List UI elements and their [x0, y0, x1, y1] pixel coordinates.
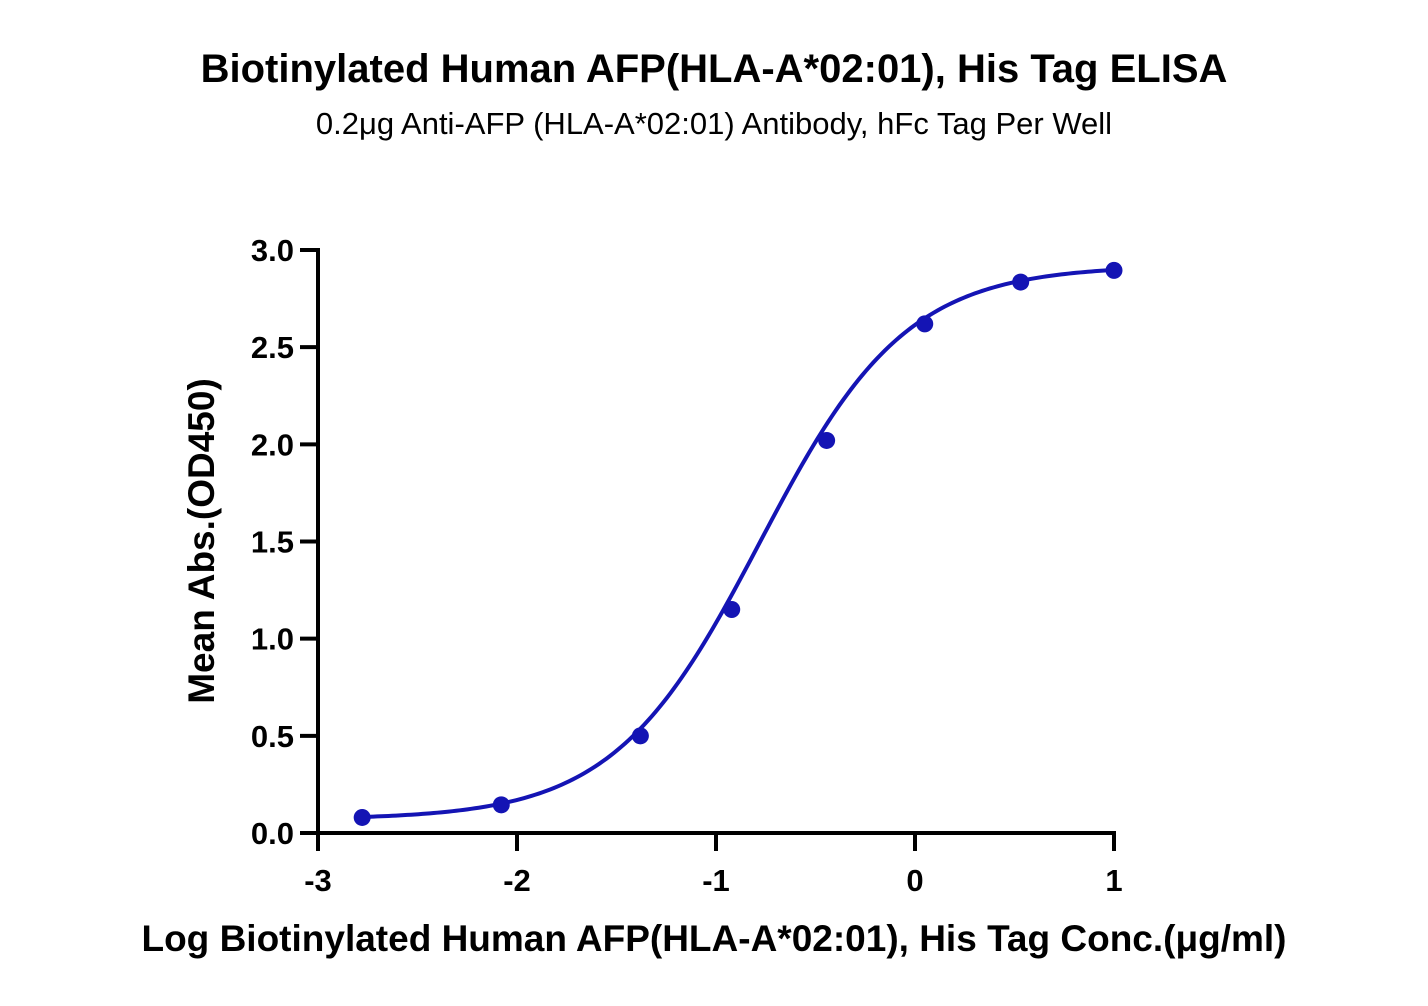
data-point — [1012, 273, 1030, 291]
data-points — [353, 261, 1123, 826]
fit-curve — [362, 267, 1115, 819]
y-tick-label: 0.5 — [251, 719, 294, 754]
x-tick-label: -3 — [304, 863, 332, 898]
y-axis: 0.0 0.5 1.0 1.5 2.0 2.5 3.0 — [251, 233, 320, 851]
data-point — [492, 796, 510, 814]
chart-subtitle: 0.2μg Anti-AFP (HLA-A*02:01) Antibody, h… — [316, 106, 1112, 141]
x-tick-label: 0 — [906, 863, 923, 898]
y-tick-label: 1.5 — [251, 525, 294, 560]
data-point — [353, 808, 371, 826]
y-tick-label: 1.0 — [251, 622, 294, 657]
y-tick-label: 2.5 — [251, 330, 294, 365]
chart-title: Biotinylated Human AFP(HLA-A*02:01), His… — [201, 47, 1228, 91]
data-point — [1105, 261, 1123, 279]
x-tick-label: -1 — [702, 863, 730, 898]
y-tick-label: 2.0 — [251, 427, 294, 462]
y-tick-label: 3.0 — [251, 233, 294, 268]
data-point — [631, 727, 649, 745]
data-point — [723, 601, 741, 619]
data-point — [818, 431, 836, 449]
x-tick-label: -2 — [503, 863, 531, 898]
y-tick-label: 0.0 — [251, 816, 294, 851]
fit-curve-layer — [362, 267, 1115, 819]
data-point — [916, 315, 934, 333]
y-axis-label: Mean Abs.(OD450) — [181, 378, 222, 704]
x-axis-label: Log Biotinylated Human AFP(HLA-A*02:01),… — [141, 918, 1286, 959]
x-axis: -3 -2 -1 0 1 — [304, 831, 1123, 898]
x-tick-label: 1 — [1105, 863, 1122, 898]
